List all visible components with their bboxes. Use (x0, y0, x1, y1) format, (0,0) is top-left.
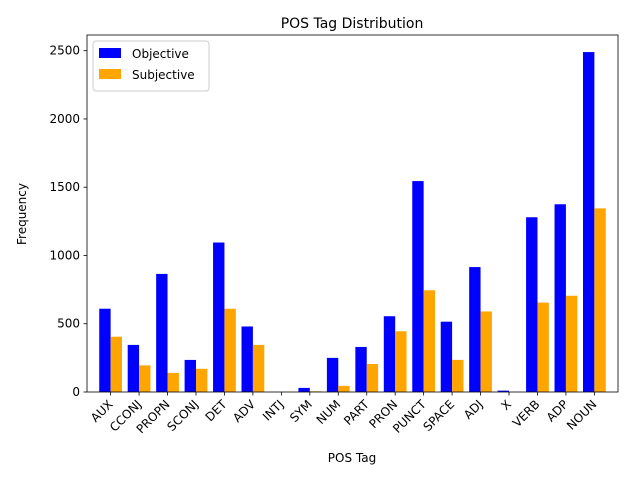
x-tick-label: VERB (510, 397, 543, 430)
y-tick-label: 1500 (49, 180, 80, 194)
bar-objective-space (440, 321, 453, 392)
bar-objective-verb (526, 217, 538, 392)
y-tick-label: 500 (57, 317, 80, 331)
bar-objective-det (213, 242, 225, 392)
chart-title: POS Tag Distribution (281, 16, 424, 32)
x-tick-label: SYM (287, 397, 315, 425)
bar-objective-propn (156, 273, 168, 392)
bar-objective-part (355, 346, 367, 392)
bar-subjective-cconj (139, 365, 151, 392)
bar-subjective-det (224, 308, 236, 392)
plot-frame (86, 34, 619, 393)
legend-swatch-subjective (99, 69, 121, 79)
bar-objective-noun (583, 52, 595, 392)
bar-objective-x (497, 390, 510, 392)
legend-label-objective: Objective (132, 47, 189, 61)
bar-subjective-punct (423, 290, 436, 392)
bar-subjective-part (366, 364, 379, 392)
bar-subjective-adp (565, 295, 578, 392)
bar-subjective-adj (480, 311, 492, 392)
bar-subjective-noun (594, 208, 606, 392)
y-tick-label: 1000 (49, 248, 80, 262)
y-axis-label: Frequency (15, 183, 29, 245)
x-tick-label: DET (203, 397, 230, 424)
y-tick-label: 0 (72, 385, 80, 399)
x-tick-label: X (498, 397, 514, 413)
bar-objective-pron (383, 316, 396, 392)
bar-subjective-pron (395, 331, 407, 392)
legend-label-subjective: Subjective (132, 68, 195, 82)
legend-swatch-objective (99, 48, 121, 58)
y-tick-label: 2000 (49, 112, 80, 126)
legend-box (92, 40, 210, 92)
legend: Objective Subjective (92, 40, 210, 92)
x-tick-label: PUNCT (390, 397, 429, 436)
bar-subjective-aux (110, 336, 122, 392)
bar-objective-sym (298, 387, 310, 392)
bar-objective-aux (99, 308, 111, 392)
bar-subjective-num (338, 385, 350, 392)
bar-subjective-adv (252, 344, 265, 392)
x-tick-label: SPACE (420, 397, 457, 434)
bar-objective-punct (412, 181, 424, 392)
x-tick-label: INTJ (260, 397, 286, 423)
x-tick-label: SCONJ (164, 397, 201, 434)
bar-objective-sconj (184, 359, 196, 392)
bar-subjective-sconj (195, 368, 208, 392)
bar-objective-adp (554, 204, 566, 392)
x-tick-label: ADJ (461, 397, 486, 422)
bar-objective-cconj (127, 344, 140, 392)
x-tick-label: ADV (230, 397, 258, 425)
bar-subjective-verb (537, 302, 549, 392)
x-tick-label: NUM (314, 397, 344, 427)
bar-objective-adv (241, 326, 253, 392)
bar-subjective-space (452, 359, 464, 392)
bar-subjective-propn (167, 372, 179, 392)
y-tick-label: 2500 (49, 44, 80, 58)
bar-objective-num (326, 357, 339, 392)
x-axis-label: POS Tag (328, 451, 376, 465)
bar-objective-adj (469, 267, 481, 392)
x-tick-label: NOUN (564, 397, 599, 432)
